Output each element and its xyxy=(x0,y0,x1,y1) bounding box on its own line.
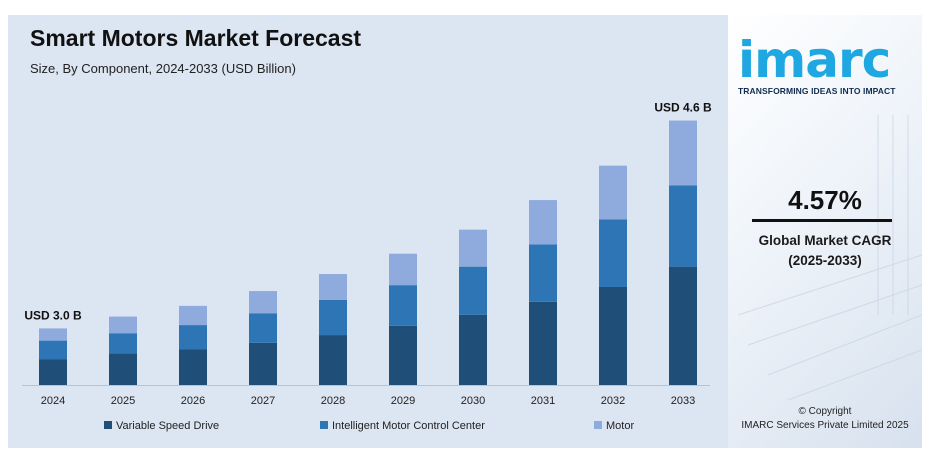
bar-motor-2027 xyxy=(249,291,277,314)
x-tick-label: 2029 xyxy=(391,395,415,407)
legend-label: Variable Speed Drive xyxy=(116,420,220,432)
x-tick-label: 2025 xyxy=(111,395,135,407)
bar-motor-2030 xyxy=(459,229,487,267)
x-tick-label: 2027 xyxy=(251,395,275,407)
x-tick-label: 2032 xyxy=(601,395,625,407)
data-label-2033: USD 4.6 B xyxy=(654,101,712,115)
data-label-2024: USD 3.0 B xyxy=(24,308,82,322)
bar-variable-speed-drive-2026 xyxy=(179,349,207,385)
legend-item-motor: Motor xyxy=(594,420,634,432)
bar-intelligent-motor-control-center-2025 xyxy=(109,333,137,354)
copyright-text: © Copyright xyxy=(798,406,852,417)
bar-variable-speed-drive-2032 xyxy=(599,286,627,385)
legend-item-variable-speed-drive: Variable Speed Drive xyxy=(104,420,219,432)
bar-variable-speed-drive-2025 xyxy=(109,353,137,385)
infographic-frame: Smart Motors Market Forecast Size, By Co… xyxy=(8,15,922,448)
logo-tagline: TRANSFORMING IDEAS INTO IMPACT xyxy=(738,86,896,96)
bar-variable-speed-drive-2029 xyxy=(389,325,417,385)
x-tick-label: 2026 xyxy=(181,395,205,407)
bar-intelligent-motor-control-center-2031 xyxy=(529,244,557,302)
bar-motor-2028 xyxy=(319,274,347,300)
chart-subtitle: Size, By Component, 2024-2033 (USD Billi… xyxy=(30,61,296,76)
x-tick-label: 2031 xyxy=(531,395,555,407)
cagr-period: (2025-2033) xyxy=(788,253,862,268)
legend-item-intelligent-motor-control-center: Intelligent Motor Control Center xyxy=(320,420,485,432)
bar-intelligent-motor-control-center-2029 xyxy=(389,285,417,326)
cagr-label: Global Market CAGR xyxy=(758,233,892,248)
bar-chart: 2024 2025 2026 2027 2028 2029 2030 2031 2032 2033… xyxy=(22,101,712,407)
background-decoration xyxy=(737,115,922,401)
legend-swatch xyxy=(594,421,602,430)
cagr-value: 4.57% xyxy=(788,185,862,215)
bar-intelligent-motor-control-center-2032 xyxy=(599,219,627,287)
bar-variable-speed-drive-2031 xyxy=(529,301,557,385)
x-tick-label: 2030 xyxy=(461,395,485,407)
side-panel: imarc TRANSFORMING IDEAS INTO IMPACT 4.5… xyxy=(728,15,922,448)
bar-intelligent-motor-control-center-2030 xyxy=(459,266,487,315)
x-tick-label: 2028 xyxy=(321,395,345,407)
bar-variable-speed-drive-2024 xyxy=(39,359,67,385)
bar-intelligent-motor-control-center-2027 xyxy=(249,313,277,343)
bar-motor-2031 xyxy=(529,200,557,245)
bar-intelligent-motor-control-center-2026 xyxy=(179,325,207,350)
bar-intelligent-motor-control-center-2033 xyxy=(669,185,697,267)
bar-variable-speed-drive-2033 xyxy=(669,266,697,385)
bar-motor-2026 xyxy=(179,305,207,326)
chart-panel: Smart Motors Market Forecast Size, By Co… xyxy=(8,15,728,448)
bar-motor-2029 xyxy=(389,253,417,286)
bar-variable-speed-drive-2028 xyxy=(319,335,347,385)
imarc-logo: imarc xyxy=(738,31,891,89)
bar-intelligent-motor-control-center-2028 xyxy=(319,299,347,336)
bar-variable-speed-drive-2027 xyxy=(249,342,277,385)
legend-swatch xyxy=(104,421,112,430)
x-tick-label: 2033 xyxy=(671,395,695,407)
legend-label: Intelligent Motor Control Center xyxy=(332,420,485,432)
bar-motor-2033 xyxy=(669,120,697,186)
company-text: IMARC Services Private Limited 2025 xyxy=(741,420,909,431)
bar-motor-2025 xyxy=(109,316,137,334)
legend-swatch xyxy=(320,421,328,430)
bar-intelligent-motor-control-center-2024 xyxy=(39,340,67,360)
bar-motor-2024 xyxy=(39,328,67,341)
bar-variable-speed-drive-2030 xyxy=(459,314,487,385)
cagr-divider xyxy=(752,219,892,222)
chart-title: Smart Motors Market Forecast xyxy=(30,25,362,51)
x-tick-label: 2024 xyxy=(41,395,65,407)
bar-motor-2032 xyxy=(599,165,627,220)
legend-label: Motor xyxy=(606,420,635,432)
